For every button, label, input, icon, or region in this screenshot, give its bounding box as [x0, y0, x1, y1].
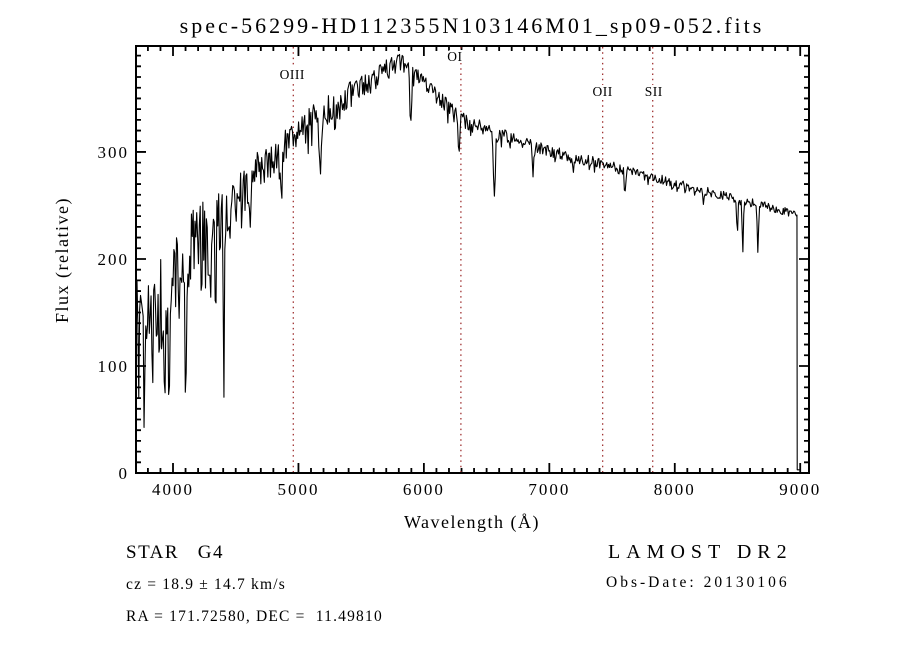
spectral-line-label: SII: [645, 84, 663, 99]
y-tick-label: 100: [98, 357, 130, 376]
survey-text: LAMOST DR2: [608, 541, 793, 563]
chart-title: spec-56299-HD112355N103146M01_sp09-052.f…: [180, 13, 765, 38]
x-tick-label: 6000: [403, 480, 445, 499]
spectral-line-label: OII: [593, 84, 613, 99]
radec-text: RA = 171.72580, DEC = 11.49810: [126, 608, 383, 625]
obsdate-text: Obs-Date: 20130106: [606, 574, 790, 591]
y-tick-label: 200: [98, 250, 130, 269]
spectral-line-label: OI: [447, 49, 462, 64]
spectral-line-markers: OIII OI OII SII: [278, 47, 664, 472]
x-tick-label: 9000: [779, 480, 821, 499]
x-tick-label: 5000: [277, 480, 319, 499]
plot-frame: [135, 45, 810, 474]
spectral-line-label: OIII: [280, 67, 305, 82]
x-tick-labels: 4000 5000 6000 7000 8000 9000: [152, 480, 821, 499]
x-tick-label: 4000: [152, 480, 194, 499]
y-tick-label: 0: [119, 464, 130, 483]
x-tick-label: 8000: [654, 480, 696, 499]
cz-text: cz = 18.9 ± 14.7 km/s: [126, 576, 286, 593]
y-axis-label: Flux (relative): [52, 197, 73, 323]
classification-text: STAR G4: [126, 542, 224, 563]
spectrum-line: [135, 53, 801, 471]
axis-ticks: [136, 46, 809, 474]
y-tick-label: 300: [98, 143, 130, 162]
y-tick-labels: 0 100 200 300: [98, 143, 130, 483]
x-axis-label: Wavelength (Å): [404, 512, 540, 533]
x-tick-label: 7000: [528, 480, 570, 499]
